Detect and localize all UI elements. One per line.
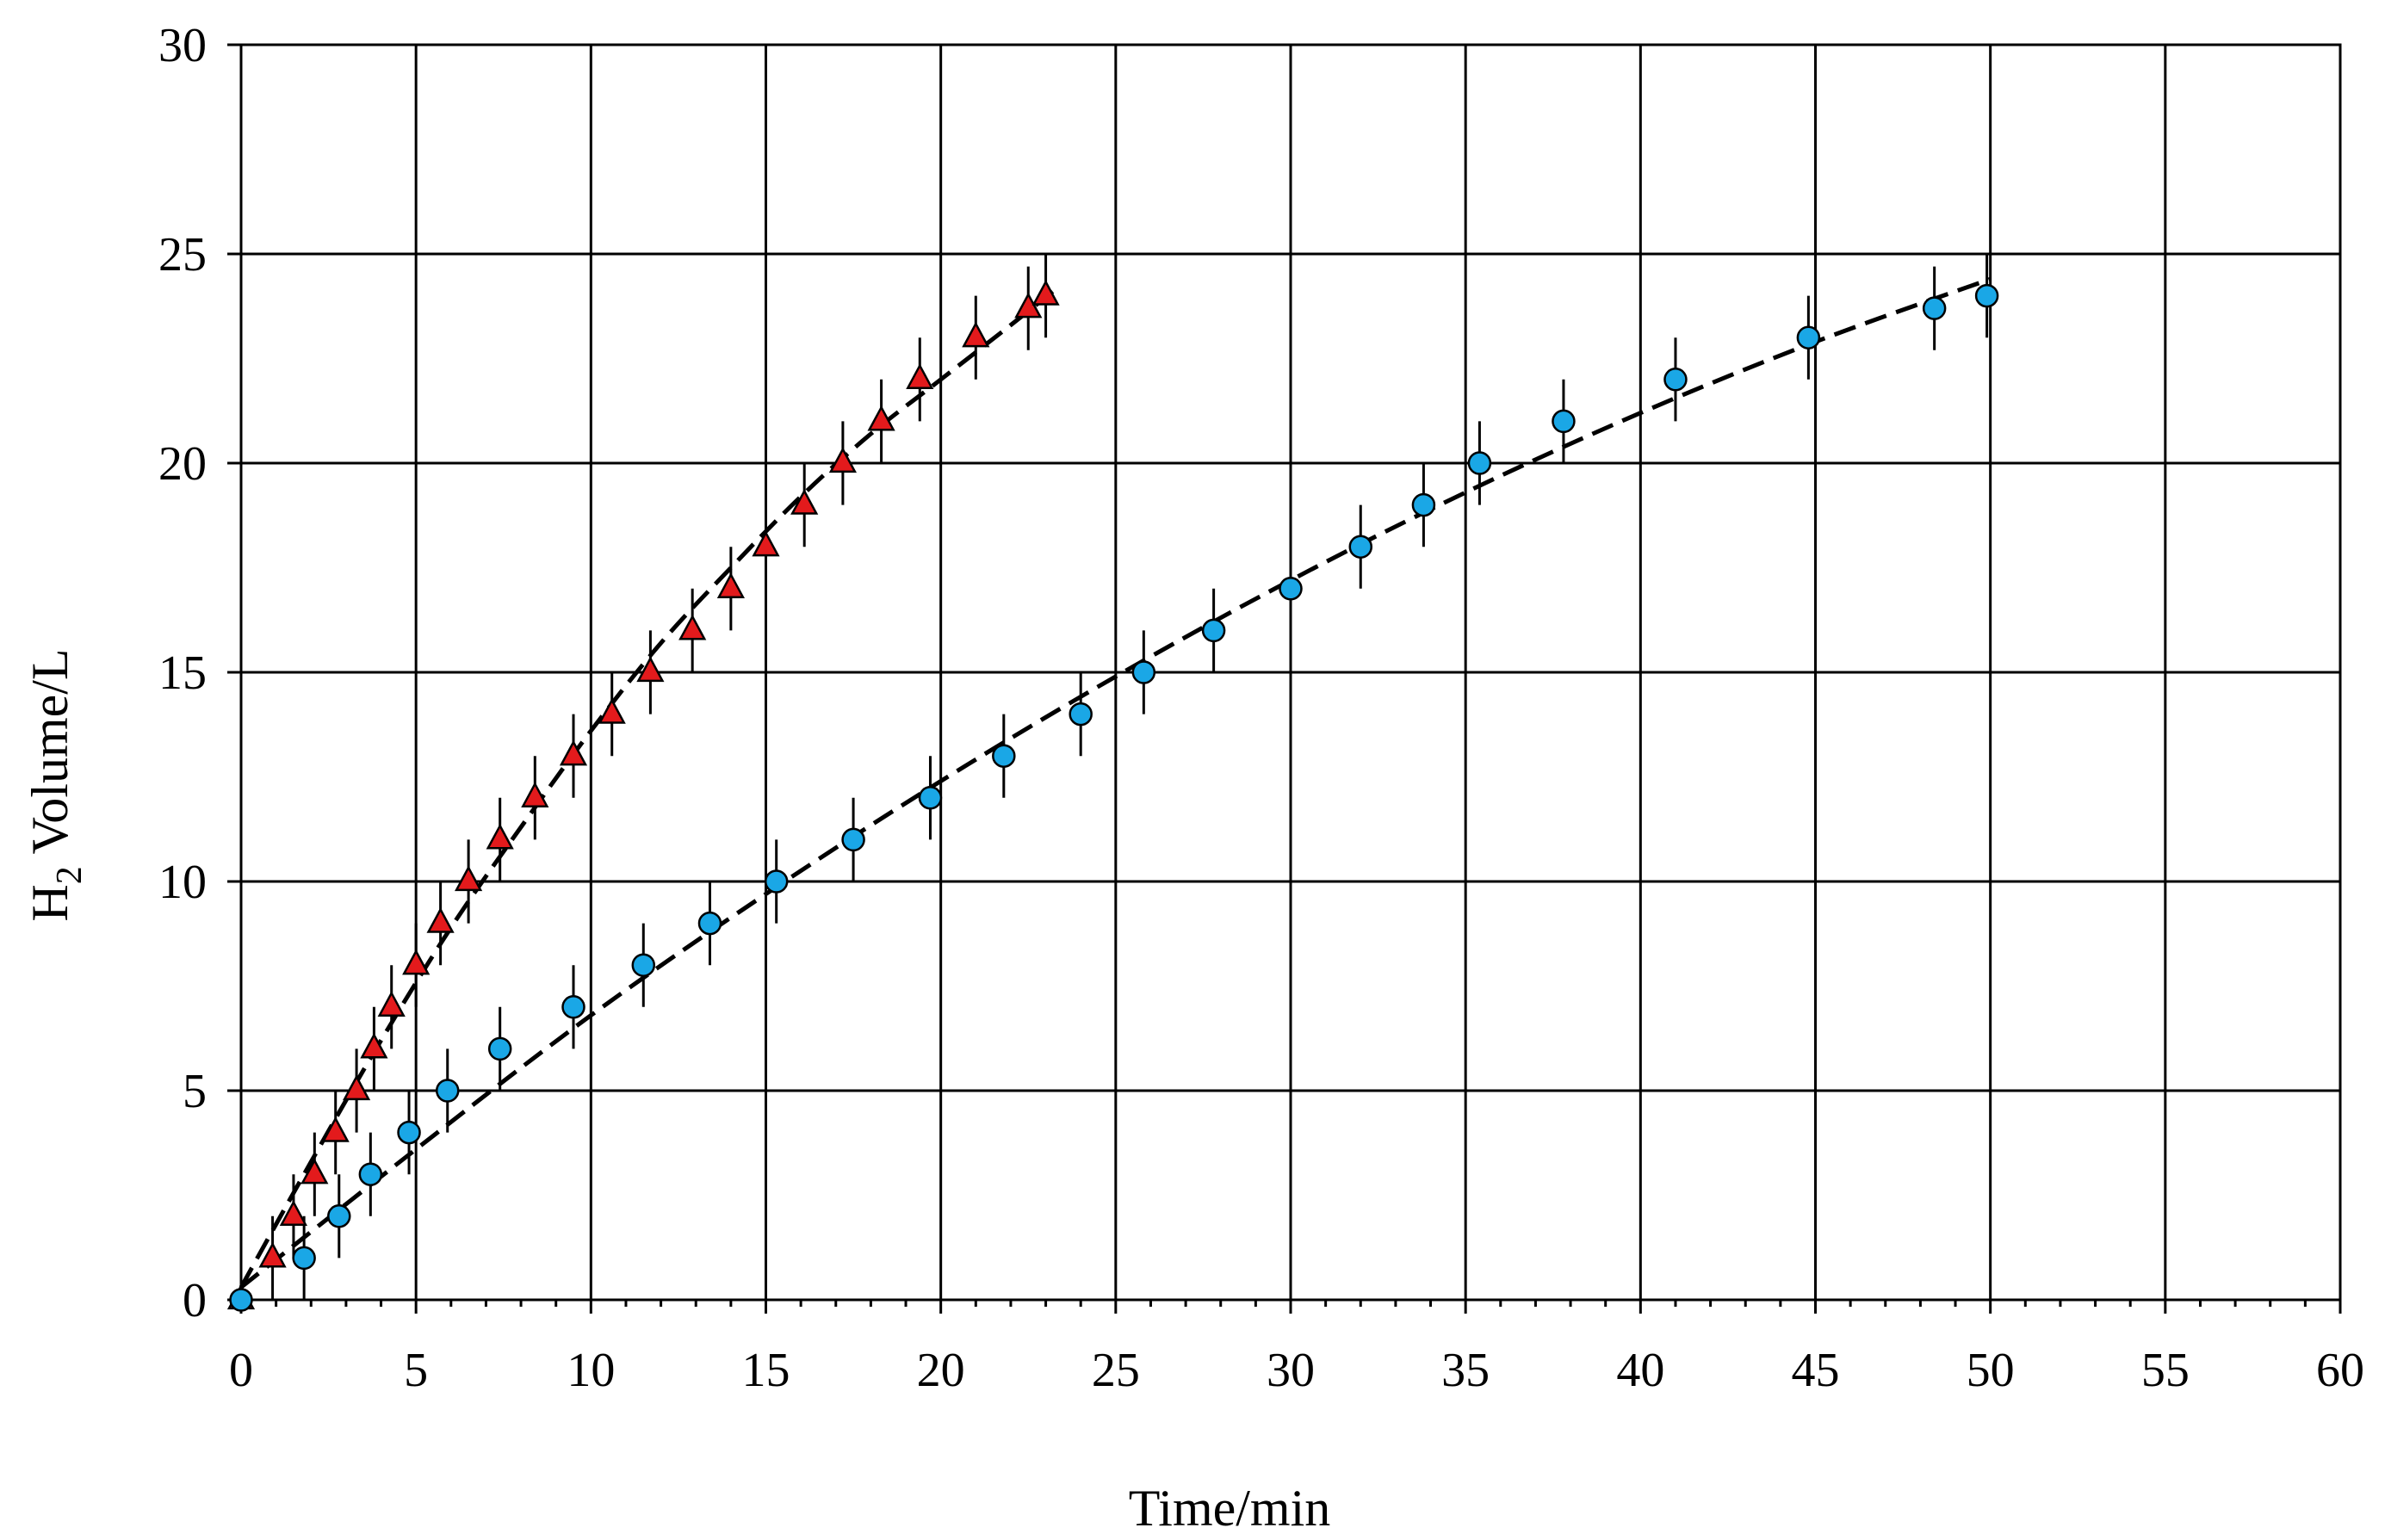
triangle-marker [636,656,665,683]
circle-marker [841,827,865,852]
circle-marker [327,1204,351,1228]
circle-marker [561,995,585,1019]
x-tick-label: 20 [917,1344,965,1397]
triangle-marker [867,405,895,431]
circle-marker [435,1079,460,1103]
triangle-marker [716,572,745,598]
x-tick-label: 10 [567,1344,615,1397]
x-tick-label: 25 [1092,1344,1140,1397]
x-axis-title: Time/min [1129,1480,1331,1536]
circle-marker [1411,492,1436,517]
circle-marker [397,1120,421,1145]
triangle-marker [300,1158,329,1184]
fit-curves [238,276,1992,1290]
circle-marker [764,869,789,894]
circle-marker [1922,296,1947,320]
circle-marker [1552,409,1576,434]
y-tick-label: 10 [158,856,207,909]
y-tick-labels: 0 5 10 15 20 25 30 [158,19,207,1327]
triangle-marker [1031,279,1060,306]
x-tick-labels: 0 5 10 15 20 25 30 35 40 45 50 55 60 [229,1344,2364,1397]
circle-marker [1131,660,1156,684]
circle-marker [697,911,722,936]
triangle-marker [486,823,514,850]
circle-marker [1663,368,1688,392]
circle-marker [1796,325,1821,349]
y-axis-title: H2 Volume/L [22,648,90,921]
x-tick-label: 40 [1616,1344,1664,1397]
y-tick-label: 5 [183,1065,207,1118]
triangle-marker [360,1032,388,1059]
circle-marker [358,1162,383,1186]
triangle-marker [598,697,626,724]
x-tick-label: 30 [1267,1344,1315,1397]
triangle-marker [402,949,431,975]
circle-marker [1201,618,1226,643]
circle-marker [1069,702,1093,727]
y-axis-title-subscript: 2 [50,866,90,884]
y-axis-title-rest: Volume/L [22,648,78,866]
x-tick-label: 15 [742,1344,790,1397]
circle-marker [229,1288,253,1312]
circle-marker [1348,535,1373,559]
triangle-marker [962,321,990,348]
triangle-marker [258,1241,287,1268]
y-axis-title-main: H [22,884,78,921]
triangle-marker [343,1074,371,1101]
fit-curve-2 [239,276,1992,1290]
triangle-marker [279,1200,307,1226]
triangle-marker [790,488,819,515]
x-tick-label: 45 [1792,1344,1840,1397]
data-points [226,279,1999,1312]
ticks [227,43,2342,1314]
y-tick-label: 25 [158,228,207,281]
x-tick-label: 55 [2141,1344,2190,1397]
circle-marker [1279,577,1303,601]
circle-marker [1974,283,1999,308]
triangle-marker [678,614,707,640]
y-tick-label: 15 [158,646,207,700]
circle-marker [1467,451,1492,475]
y-tick-label: 20 [158,437,207,491]
grid [239,43,2342,1302]
x-tick-label: 60 [2316,1344,2364,1397]
x-tick-label: 5 [404,1344,428,1397]
x-tick-label: 35 [1441,1344,1490,1397]
triangle-marker [521,782,549,807]
x-tick-label: 0 [229,1344,253,1397]
error-bars [271,254,1989,1300]
triangle-marker [906,363,934,389]
circle-marker [292,1246,316,1271]
triangle-marker [559,739,588,766]
y-tick-label: 30 [158,19,207,72]
y-tick-label: 0 [183,1274,207,1327]
triangle-marker [426,906,455,933]
triangle-marker [321,1116,350,1142]
circle-marker [487,1036,512,1061]
triangle-marker [752,530,780,557]
triangle-marker [377,991,406,1017]
circle-marker [992,744,1016,768]
triangle-marker [1014,292,1043,319]
triangle-marker [455,865,483,892]
fit-curve-1 [238,289,1055,1289]
circle-marker [918,786,943,810]
circle-marker [631,953,656,977]
triangle-marker [828,447,857,473]
x-tick-label: 50 [1967,1344,2015,1397]
